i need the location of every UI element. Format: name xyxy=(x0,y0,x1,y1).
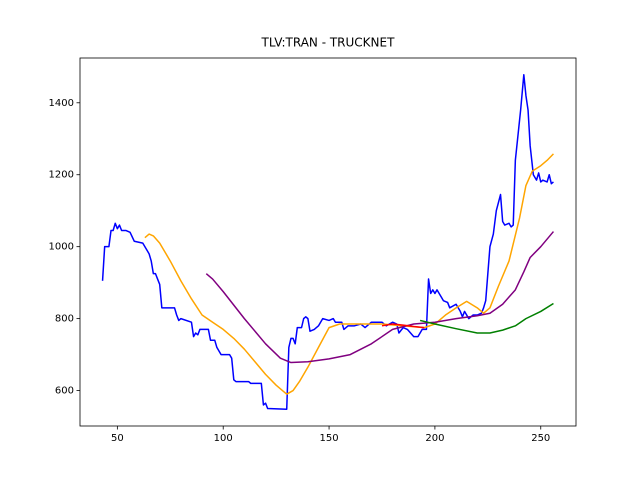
x-tick-label: 100 xyxy=(214,433,233,444)
plot-frame xyxy=(79,57,577,427)
x-tick-label: 150 xyxy=(320,433,339,444)
x-tick-label: 50 xyxy=(111,433,124,444)
x-tick-label: 200 xyxy=(425,433,444,444)
y-tick-label: 1200 xyxy=(49,170,74,181)
line-series xyxy=(144,153,554,395)
line-series xyxy=(101,73,554,411)
line-series xyxy=(419,302,554,334)
y-tick-label: 600 xyxy=(55,386,74,397)
y-tick-label: 1000 xyxy=(49,242,74,253)
y-tick-label: 800 xyxy=(55,314,74,325)
x-tick-label: 250 xyxy=(531,433,550,444)
line-series xyxy=(381,323,425,329)
y-tick-label: 1400 xyxy=(49,98,74,109)
chart-title: TLV:TRAN - TRUCKNET xyxy=(261,36,396,50)
line-series xyxy=(205,231,555,364)
